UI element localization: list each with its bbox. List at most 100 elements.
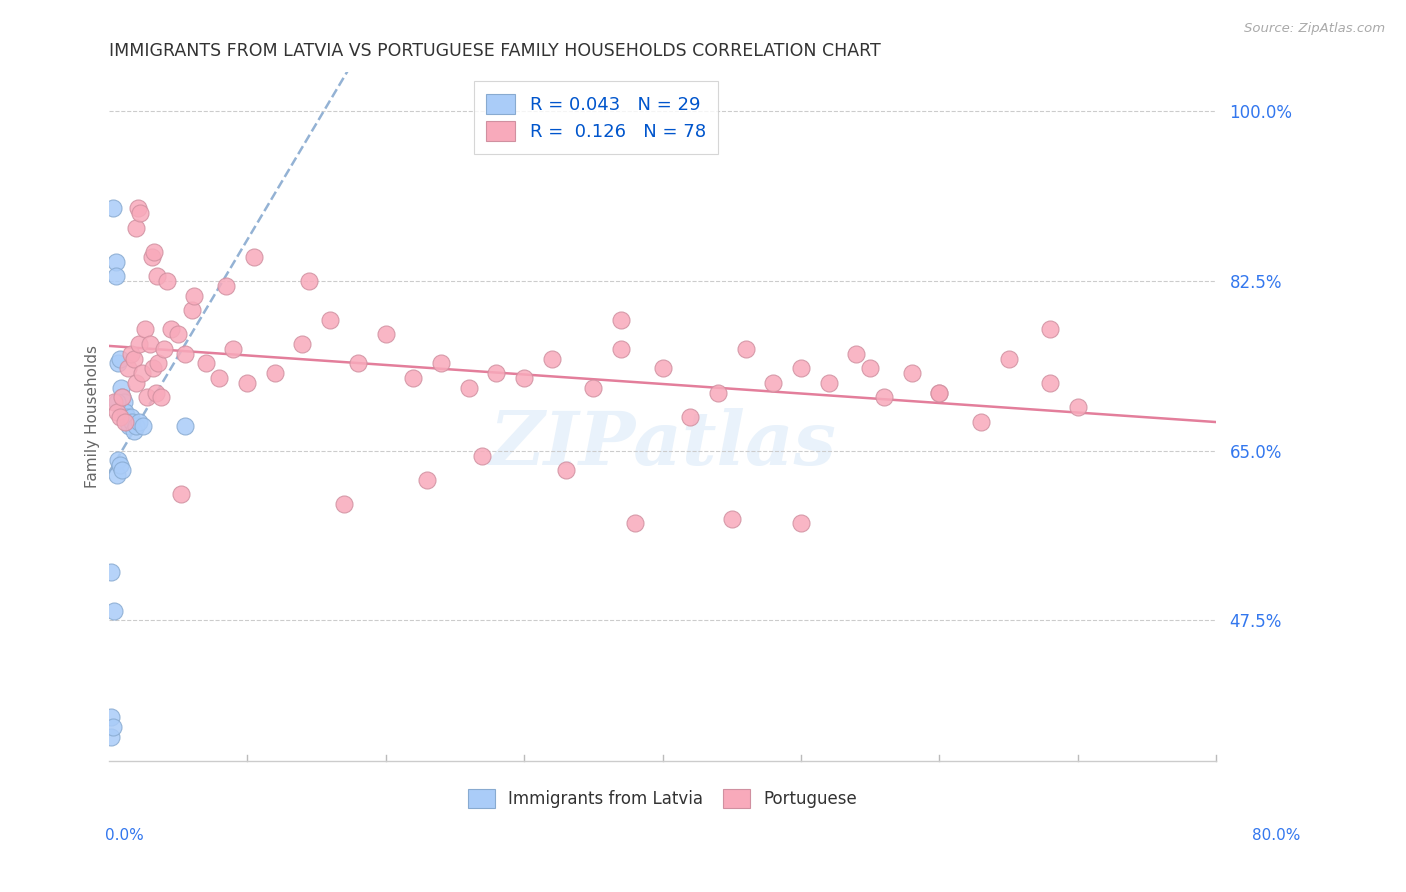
Point bbox=[114, 415, 136, 429]
Point bbox=[1067, 400, 1090, 414]
Text: Source: ZipAtlas.com: Source: ZipAtlas.com bbox=[1244, 22, 1385, 36]
Point bbox=[173, 347, 195, 361]
Point bbox=[173, 419, 195, 434]
Point bbox=[208, 371, 231, 385]
Point bbox=[121, 415, 143, 429]
Point bbox=[720, 511, 742, 525]
Point bbox=[430, 356, 453, 370]
Point bbox=[120, 347, 142, 361]
Point bbox=[142, 361, 165, 376]
Point bbox=[298, 274, 321, 288]
Point bbox=[122, 425, 145, 439]
Point bbox=[105, 467, 128, 482]
Text: 0.0%: 0.0% bbox=[105, 828, 145, 843]
Text: 80.0%: 80.0% bbox=[1253, 828, 1301, 843]
Point bbox=[790, 361, 813, 376]
Point bbox=[457, 381, 479, 395]
Point bbox=[333, 497, 356, 511]
Point bbox=[100, 710, 122, 724]
Point bbox=[540, 351, 562, 366]
Point bbox=[111, 390, 134, 404]
Point bbox=[131, 366, 153, 380]
Point bbox=[243, 250, 266, 264]
Point bbox=[117, 415, 139, 429]
Point bbox=[1039, 376, 1062, 390]
Point bbox=[112, 395, 135, 409]
Point bbox=[845, 347, 868, 361]
Point bbox=[790, 516, 813, 531]
Point bbox=[145, 385, 167, 400]
Point bbox=[104, 269, 127, 284]
Point bbox=[319, 312, 342, 326]
Point bbox=[762, 376, 785, 390]
Point bbox=[263, 366, 285, 380]
Point bbox=[194, 356, 217, 370]
Point bbox=[148, 356, 170, 370]
Point bbox=[679, 409, 702, 424]
Point bbox=[156, 274, 179, 288]
Point bbox=[873, 390, 896, 404]
Point bbox=[128, 337, 150, 351]
Point bbox=[347, 356, 370, 370]
Point bbox=[139, 337, 162, 351]
Point bbox=[169, 487, 191, 501]
Point bbox=[136, 390, 159, 404]
Point bbox=[146, 269, 169, 284]
Point bbox=[183, 288, 205, 302]
Point bbox=[115, 409, 138, 424]
Point bbox=[817, 376, 839, 390]
Point bbox=[180, 303, 202, 318]
Point bbox=[104, 254, 127, 268]
Point bbox=[734, 342, 756, 356]
Point bbox=[125, 376, 148, 390]
Y-axis label: Family Households: Family Households bbox=[86, 345, 100, 488]
Point bbox=[120, 409, 142, 424]
Point bbox=[554, 463, 576, 477]
Point bbox=[103, 395, 125, 409]
Point bbox=[103, 604, 125, 618]
Point bbox=[127, 201, 149, 215]
Point bbox=[110, 381, 132, 395]
Point bbox=[1039, 322, 1062, 336]
Point bbox=[129, 206, 152, 220]
Point bbox=[141, 250, 163, 264]
Point bbox=[114, 405, 136, 419]
Legend: Immigrants from Latvia, Portuguese: Immigrants from Latvia, Portuguese bbox=[461, 782, 863, 814]
Point bbox=[125, 419, 148, 434]
Point bbox=[108, 458, 131, 473]
Point bbox=[928, 385, 950, 400]
Point bbox=[100, 565, 122, 579]
Point bbox=[610, 342, 633, 356]
Text: IMMIGRANTS FROM LATVIA VS PORTUGUESE FAMILY HOUSEHOLDS CORRELATION CHART: IMMIGRANTS FROM LATVIA VS PORTUGUESE FAM… bbox=[108, 42, 880, 60]
Point bbox=[582, 381, 605, 395]
Point bbox=[134, 322, 156, 336]
Point bbox=[108, 409, 131, 424]
Point bbox=[928, 385, 950, 400]
Point bbox=[160, 322, 183, 336]
Point bbox=[970, 415, 993, 429]
Point bbox=[236, 376, 259, 390]
Point bbox=[100, 730, 122, 744]
Point bbox=[859, 361, 882, 376]
Point bbox=[107, 453, 129, 467]
Point bbox=[624, 516, 647, 531]
Point bbox=[471, 449, 494, 463]
Point bbox=[513, 371, 536, 385]
Text: ZIPatlas: ZIPatlas bbox=[489, 408, 837, 481]
Point bbox=[143, 244, 166, 259]
Point bbox=[900, 366, 922, 380]
Point bbox=[128, 415, 150, 429]
Point bbox=[111, 463, 134, 477]
Point bbox=[416, 473, 439, 487]
Point bbox=[122, 351, 145, 366]
Point bbox=[707, 385, 730, 400]
Point bbox=[101, 201, 124, 215]
Point bbox=[132, 419, 155, 434]
Point bbox=[101, 720, 124, 734]
Point bbox=[153, 342, 176, 356]
Point bbox=[997, 351, 1019, 366]
Point bbox=[215, 278, 238, 293]
Point bbox=[105, 395, 128, 409]
Point bbox=[125, 220, 148, 235]
Point bbox=[610, 312, 633, 326]
